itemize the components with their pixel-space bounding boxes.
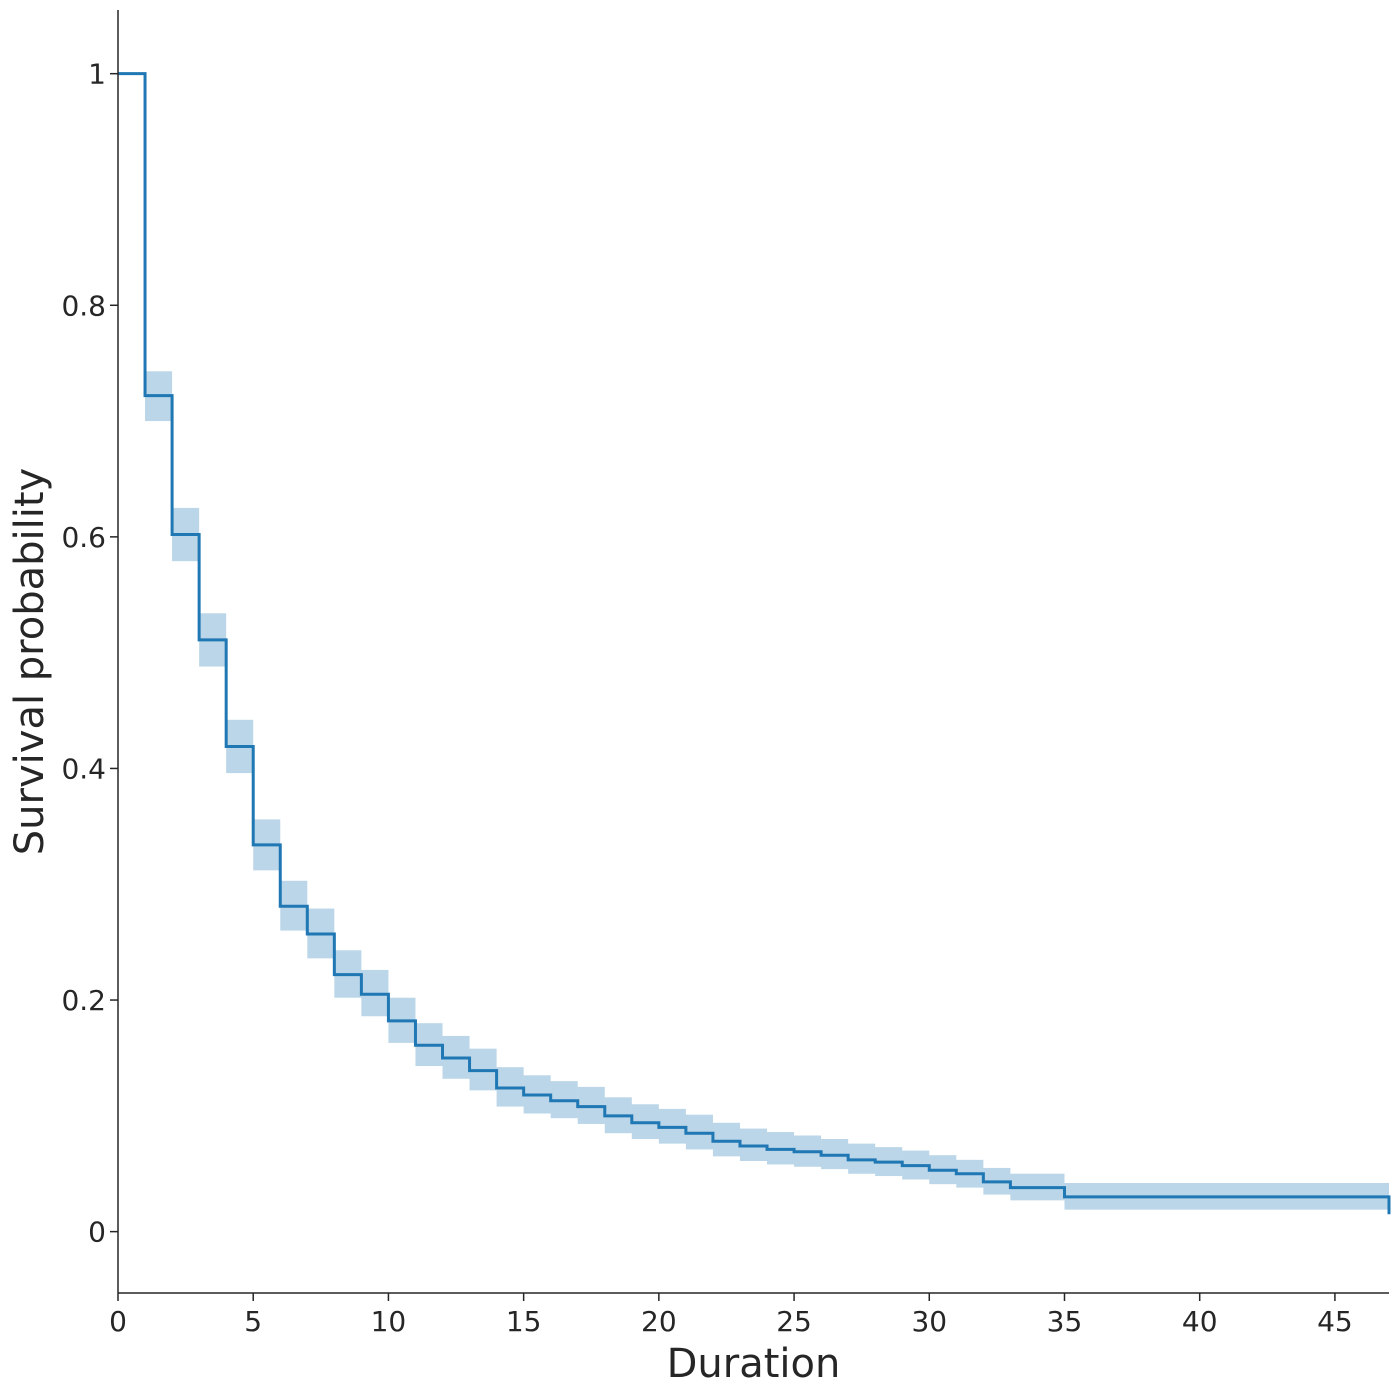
survival-curve-layer	[118, 72, 1391, 1215]
y-tick-label: 0.6	[61, 521, 106, 554]
y-axis-title: Survival probability	[7, 468, 53, 855]
y-tick-label: 0.4	[61, 752, 106, 785]
x-tick-label: 30	[911, 1305, 947, 1338]
y-tick-label: 0.8	[61, 289, 106, 322]
x-tick-label: 10	[371, 1305, 407, 1338]
axes	[117, 10, 1389, 1294]
y-tick-label: 1	[88, 58, 106, 91]
y-tick-label: 0	[88, 1216, 106, 1249]
x-tick-label: 15	[506, 1305, 542, 1338]
x-tick-label: 25	[776, 1305, 812, 1338]
x-tick-label: 5	[244, 1305, 262, 1338]
y-tick-label: 0.2	[61, 984, 106, 1017]
x-axis-title: Duration	[667, 1341, 841, 1387]
y-ticks: 0 0.2 0.4 0.6 0.8 1	[61, 58, 118, 1249]
survival-step-line	[118, 72, 1391, 1215]
x-tick-label: 0	[109, 1305, 127, 1338]
x-tick-label: 20	[641, 1305, 677, 1338]
x-tick-label: 35	[1047, 1305, 1083, 1338]
confidence-band-layer	[145, 371, 1389, 1210]
x-tick-label: 45	[1317, 1305, 1353, 1338]
x-ticks: 0 5 10 15 20 25 30 35 40 45	[109, 1293, 1353, 1338]
confidence-band-step	[712, 1122, 740, 1157]
x-tick-label: 40	[1182, 1305, 1218, 1338]
